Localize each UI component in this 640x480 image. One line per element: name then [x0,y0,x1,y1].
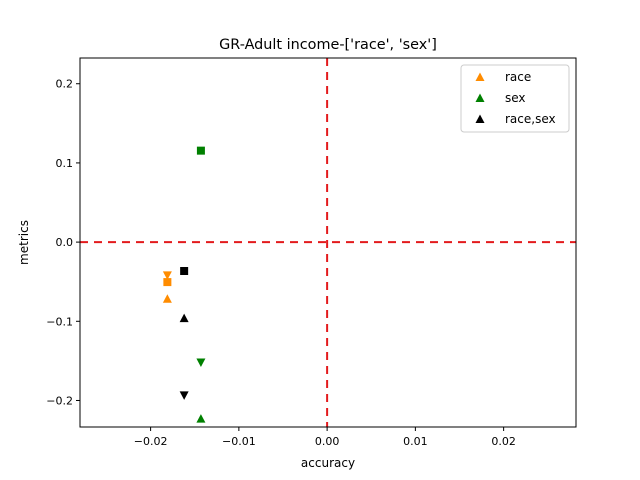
point-series-0-2-triangle-down [162,271,172,280]
point-series-0-1-square [163,278,172,287]
y-tick-label: 0.2 [56,78,74,91]
x-axis-label: accuracy [301,456,355,470]
legend-label-0: race [505,70,531,84]
legend: race sex race,sex [460,64,570,133]
y-tick-label: −0.1 [46,315,73,328]
legend-marker-1 [475,93,485,102]
y-tick-label: −0.2 [46,394,73,407]
x-tick-label: 0.02 [491,435,516,448]
reference-lines [80,58,576,427]
point-series-1-0-square [196,146,205,155]
chart-title: GR-Adult income-['race', 'sex'] [219,37,437,53]
legend-label-2: race,sex [505,112,556,126]
y-tick-label: 0.0 [56,236,74,249]
y-tick-label: 0.1 [56,157,74,170]
point-series-1-2-triangle-up [196,414,206,423]
point-series-2-2-triangle-down [179,391,189,400]
legend-marker-2 [475,114,485,123]
x-tick-label: 0.00 [315,435,340,448]
x-axis-ticks: −0.02 −0.01 0.00 0.01 0.02 [134,427,516,448]
x-tick-label: −0.01 [222,435,256,448]
point-series-2-1-triangle-up [179,313,189,323]
legend-marker-0 [475,72,485,81]
data-points [162,146,206,423]
point-series-2-0-square [180,267,189,276]
x-tick-label: −0.02 [134,435,168,448]
x-tick-label: 0.01 [403,435,428,448]
legend-label-1: sex [505,91,526,105]
legend-box [460,64,570,133]
point-series-0-0-triangle-up [162,294,172,303]
point-series-1-1-triangle-down [196,358,206,367]
y-axis-label: metrics [17,220,31,265]
y-axis-ticks: −0.2 −0.1 0.0 0.1 0.2 [46,78,80,407]
